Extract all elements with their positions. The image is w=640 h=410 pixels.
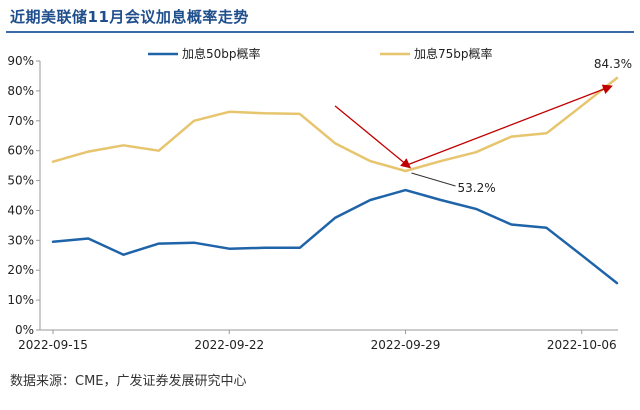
trend-arrow: [405, 84, 613, 167]
y-tick-label: 80%: [7, 84, 34, 98]
annotation-label: 53.2%: [458, 181, 496, 195]
title-divider: [6, 31, 634, 33]
y-tick-label: 40%: [7, 203, 34, 217]
y-tick-label: 0%: [15, 323, 34, 337]
legend-item-50bp-label: 加息50bp概率: [182, 46, 261, 61]
y-tick-label: 10%: [7, 293, 34, 307]
annotation-leader: [411, 172, 456, 187]
y-tick-label: 70%: [7, 114, 34, 128]
y-tick-label: 50%: [7, 174, 34, 188]
y-tick-label: 20%: [7, 263, 34, 277]
y-tick-label: 60%: [7, 144, 34, 158]
series-line-50bp: [51, 188, 619, 285]
x-tick-label: 2022-09-15: [18, 338, 88, 352]
x-tick-label: 2022-10-06: [547, 338, 617, 352]
x-tick-label: 2022-09-22: [194, 338, 264, 352]
annotation-label: 84.3%: [594, 57, 632, 71]
source-note: 数据来源：CME，广发证券发展研究中心: [10, 374, 247, 389]
y-tick-label: 90%: [7, 54, 34, 68]
y-tick-label: 30%: [7, 233, 34, 247]
legend-item-75bp-label: 加息75bp概率: [414, 46, 493, 61]
series-line-75bp: [51, 76, 619, 173]
chart-title: 近期美联储11月会议加息概率走势: [10, 8, 249, 26]
trend-arrow: [334, 105, 412, 169]
x-tick-label: 2022-09-29: [371, 338, 441, 352]
